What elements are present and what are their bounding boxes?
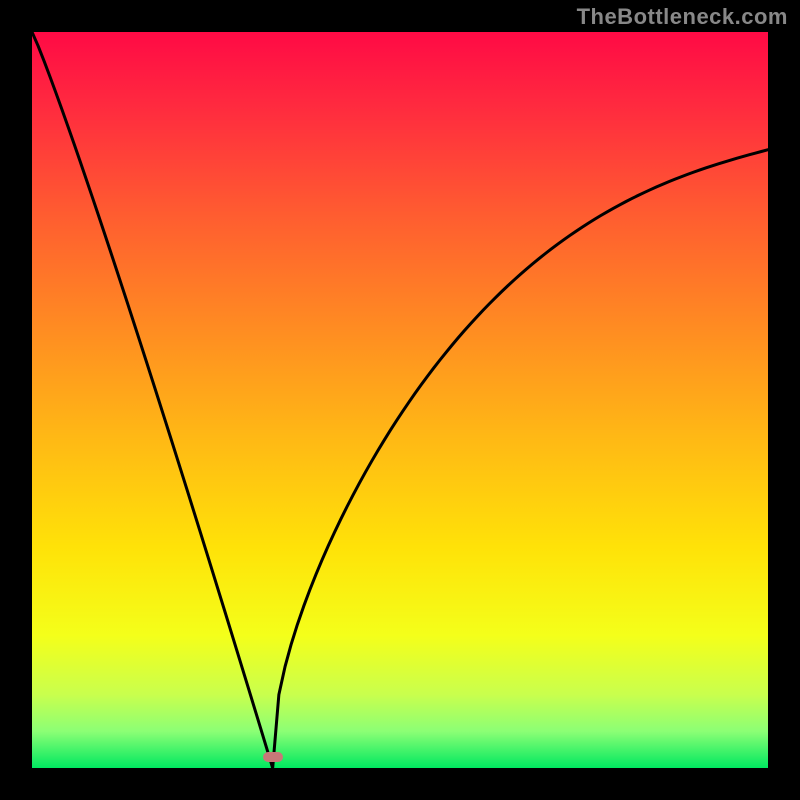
chart-root: TheBottleneck.com: [0, 0, 800, 800]
plot-svg: [32, 32, 768, 768]
minimum-marker: [263, 752, 283, 762]
plot-area: [32, 32, 768, 768]
watermark-text: TheBottleneck.com: [577, 4, 788, 30]
gradient-background: [32, 32, 768, 768]
